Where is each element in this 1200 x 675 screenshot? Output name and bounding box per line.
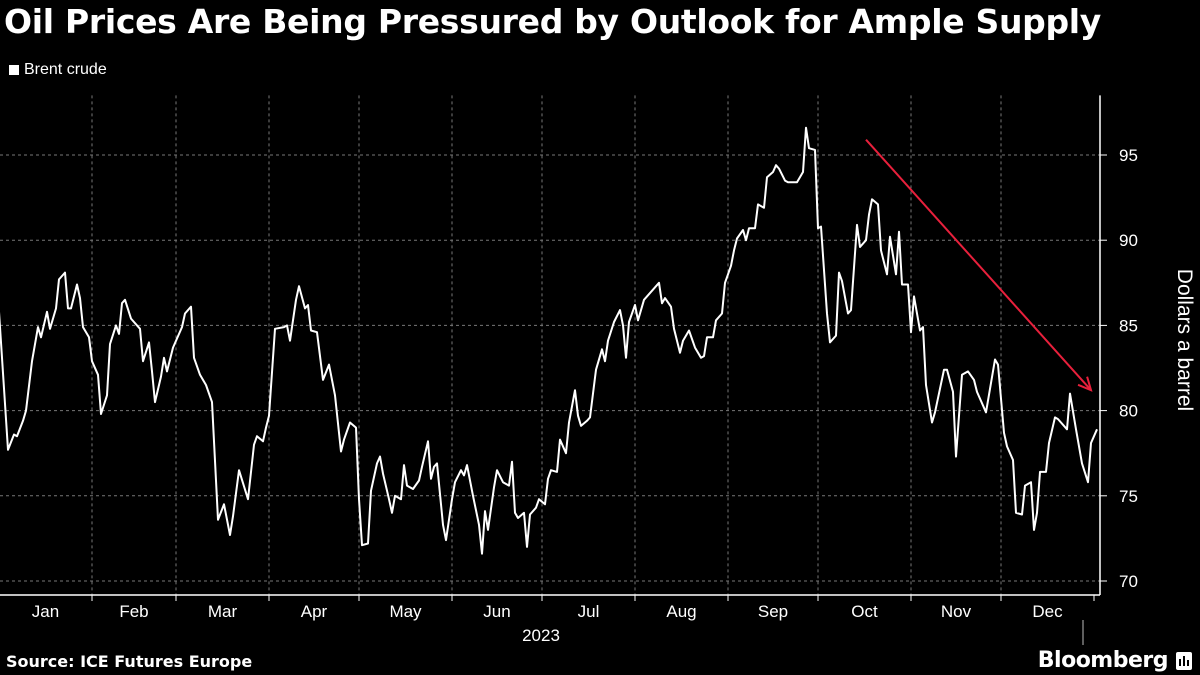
y-tick-label: 70	[1119, 572, 1138, 591]
x-tick-label: Dec	[1032, 602, 1063, 621]
y-tick-label: 95	[1119, 146, 1138, 165]
y-tick-label: 75	[1119, 487, 1138, 506]
x-tick-label: Jul	[578, 602, 600, 621]
trend-arrow	[865, 138, 1093, 392]
y-axis-label: Dollars a barrel	[1173, 269, 1196, 411]
chart-title: Oil Prices Are Being Pressured by Outloo…	[4, 2, 1102, 41]
series-line-brent-crude	[0, 126, 1098, 555]
legend-label: Brent crude	[24, 61, 107, 78]
trend-arrow-shaft	[865, 138, 1092, 391]
x-tick-label: May	[389, 602, 422, 621]
brand-name: Bloomberg	[1037, 648, 1169, 673]
x-tick-label: Apr	[301, 602, 328, 621]
y-tick-label: 80	[1119, 402, 1138, 421]
bloomberg-logo: Bloomberg	[1038, 648, 1192, 673]
trend-arrow-head	[1077, 376, 1093, 392]
x-tick-label: Feb	[119, 602, 148, 621]
x-tick-label: Oct	[851, 602, 878, 621]
x-tick-label: Sep	[758, 602, 788, 621]
legend-swatch	[9, 65, 19, 75]
bloomberg-chart-icon	[1176, 651, 1192, 670]
y-tick-label: 85	[1119, 316, 1138, 335]
x-tick-label: Aug	[666, 602, 696, 621]
x-axis-label: 2023	[522, 626, 560, 645]
x-tick-label: Mar	[208, 602, 238, 621]
x-tick-label: Nov	[941, 602, 972, 621]
source-note: Source: ICE Futures Europe	[6, 652, 253, 671]
x-tick-label: Jan	[32, 602, 59, 621]
legend: Brent crude	[9, 61, 107, 79]
x-tick-label: Jun	[483, 602, 510, 621]
y-tick-label: 90	[1119, 231, 1138, 250]
